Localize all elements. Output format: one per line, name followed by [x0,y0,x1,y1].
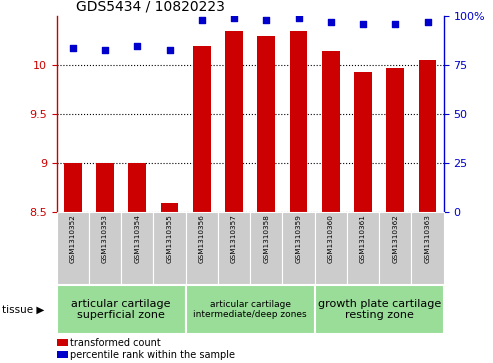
Bar [121,212,153,285]
Point [262,17,270,23]
Bar [257,36,275,212]
Text: percentile rank within the sample: percentile rank within the sample [70,350,236,360]
Text: tissue ▶: tissue ▶ [2,305,45,314]
Point [327,19,335,25]
Bar [186,212,218,285]
Text: GSM1310363: GSM1310363 [424,215,430,264]
Text: GSM1310360: GSM1310360 [328,215,334,264]
Bar [225,31,243,212]
Point [359,21,367,27]
Bar [379,212,412,285]
Text: GSM1310352: GSM1310352 [70,215,76,264]
Bar [354,72,372,212]
Text: articular cartilage
intermediate/deep zones: articular cartilage intermediate/deep zo… [193,300,307,319]
Bar [412,212,444,285]
Text: growth plate cartilage
resting zone: growth plate cartilage resting zone [317,299,441,320]
Bar [161,203,178,212]
Bar [57,212,89,285]
Text: GSM1310356: GSM1310356 [199,215,205,264]
Text: GSM1310362: GSM1310362 [392,215,398,264]
Bar [322,50,340,212]
Text: GDS5434 / 10820223: GDS5434 / 10820223 [76,0,225,14]
Bar [218,212,250,285]
Point [101,47,109,53]
Bar [186,285,315,334]
Text: transformed count: transformed count [70,338,161,348]
Bar [57,285,186,334]
Bar [193,46,211,212]
Text: GSM1310357: GSM1310357 [231,215,237,264]
Bar [347,212,379,285]
Text: GSM1310358: GSM1310358 [263,215,269,264]
Point [198,17,206,23]
Bar [129,163,146,212]
Bar [250,212,282,285]
Text: GSM1310359: GSM1310359 [296,215,302,264]
Text: articular cartilage
superficial zone: articular cartilage superficial zone [71,299,171,320]
Text: GSM1310361: GSM1310361 [360,215,366,264]
Bar [96,163,114,212]
Point [230,15,238,21]
Bar [419,60,436,212]
Bar [64,163,82,212]
Point [134,43,141,49]
Point [423,19,431,25]
Point [69,45,77,50]
Bar [315,285,444,334]
Bar [153,212,186,285]
Point [295,15,303,21]
Point [391,21,399,27]
Bar [315,212,347,285]
Text: GSM1310354: GSM1310354 [134,215,141,264]
Bar [387,68,404,212]
Bar [290,31,308,212]
Text: GSM1310353: GSM1310353 [102,215,108,264]
Text: GSM1310355: GSM1310355 [167,215,173,264]
Point [166,47,174,53]
Bar [89,212,121,285]
Bar [282,212,315,285]
